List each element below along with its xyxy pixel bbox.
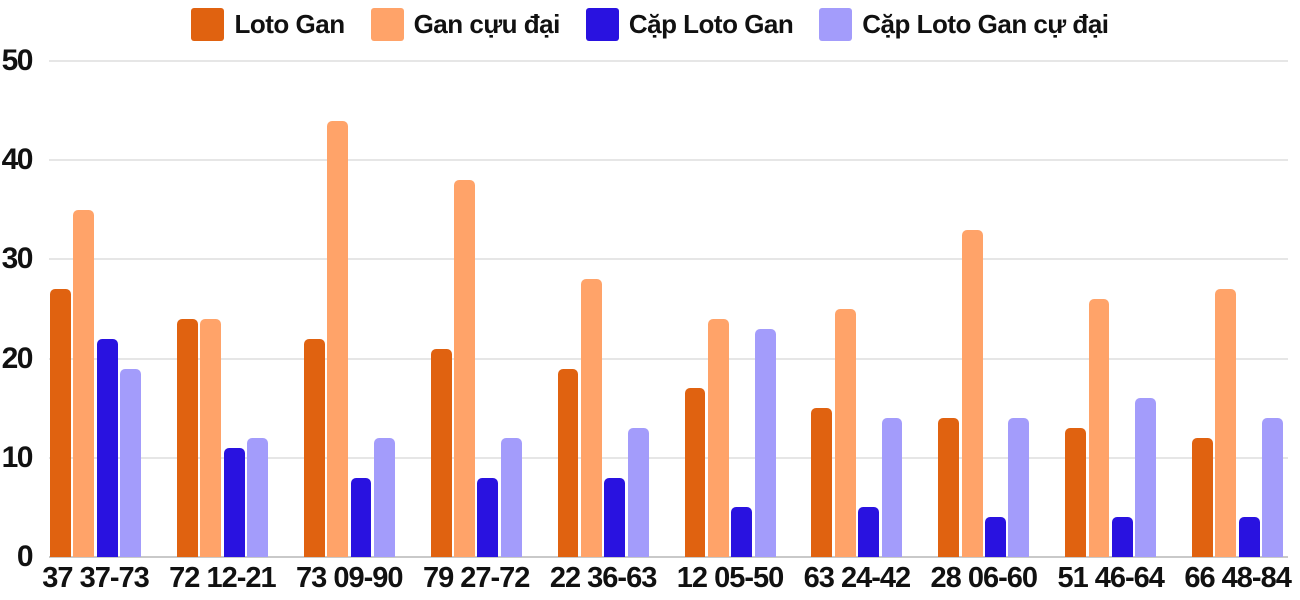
bar-cặp-loto-gan[interactable] (223, 447, 245, 557)
y-axis-tick-label: 30 (1, 242, 34, 276)
bar-loto-gan[interactable] (303, 338, 325, 557)
bar-cặp-loto-gan-cự-đại[interactable] (120, 368, 141, 557)
x-axis-tick-label: 37 37-73 (42, 562, 149, 594)
bar-cặp-loto-gan-cự-đại[interactable] (754, 328, 776, 557)
bar-loto-gan[interactable] (684, 388, 706, 557)
y-axis-tick-label: 40 (1, 143, 34, 177)
legend-swatch-icon (819, 8, 853, 41)
bar-gan-cựu-đại[interactable] (73, 209, 95, 557)
bar-cặp-loto-gan-cự-đại[interactable] (247, 437, 268, 557)
bar-cặp-loto-gan[interactable] (477, 477, 499, 557)
legend-item-gan-cựu-đại[interactable]: Gan cựu đại (370, 8, 561, 41)
bar-cặp-loto-gan[interactable] (985, 517, 1006, 557)
bar-group-6 (684, 318, 776, 557)
legend-swatch-icon (370, 8, 404, 41)
x-axis-tick-label: 22 36-63 (549, 562, 657, 594)
legend-swatch-icon (191, 8, 225, 41)
x-axis-tick-label: 72 12-21 (169, 562, 276, 594)
bar-loto-gan[interactable] (430, 348, 452, 557)
bar-group-7 (811, 309, 903, 557)
legend-item-cặp-loto-gan-cự-đại[interactable]: Cặp Loto Gan cự đại (819, 8, 1109, 41)
x-axis-tick-label: 63 24-42 (803, 562, 911, 594)
bar-cặp-loto-gan[interactable] (350, 477, 372, 557)
bar-cặp-loto-gan-cự-đại[interactable] (881, 418, 903, 557)
bar-loto-gan[interactable] (50, 289, 71, 557)
bar-gan-cựu-đại[interactable] (1215, 289, 1237, 557)
x-axis-tick-label: 66 48-84 (1184, 562, 1291, 594)
y-axis-tick-label: 0 (16, 540, 34, 573)
gridline (49, 258, 1288, 261)
bar-group-8 (938, 229, 1030, 557)
bar-gan-cựu-đại[interactable] (961, 229, 983, 557)
bar-group-10 (1192, 289, 1284, 557)
bar-cặp-loto-gan-cự-đại[interactable] (500, 437, 522, 557)
bar-gan-cựu-đại[interactable] (327, 120, 349, 557)
bar-cặp-loto-gan[interactable] (1238, 517, 1260, 557)
bar-cặp-loto-gan-cự-đại[interactable] (1008, 418, 1030, 557)
bar-gan-cựu-đại[interactable] (707, 318, 729, 557)
chart-legend: Loto Gan Gan cựu đại Cặp Loto Gan Cặp Loto … (0, 8, 1300, 41)
bar-loto-gan[interactable] (811, 408, 833, 557)
y-axis-tick-label: 20 (1, 341, 34, 375)
legend-item-cặp-loto-gan[interactable]: Cặp Loto Gan (585, 8, 794, 41)
bar-cặp-loto-gan-cự-đại[interactable] (1262, 418, 1284, 557)
bar-group-9 (1065, 299, 1157, 557)
legend-item-loto-gan[interactable]: Loto Gan (191, 8, 345, 41)
legend-label: Loto Gan (234, 9, 345, 39)
bar-cặp-loto-gan[interactable] (858, 507, 880, 557)
gridline (49, 357, 1288, 360)
bar-group-5 (557, 279, 649, 557)
bar-cặp-loto-gan-cự-đại[interactable] (627, 428, 649, 557)
legend-swatch-icon (585, 8, 619, 41)
bar-group-4 (430, 180, 522, 557)
bar-cặp-loto-gan[interactable] (604, 477, 626, 557)
bar-loto-gan[interactable] (1065, 428, 1087, 557)
bar-gan-cựu-đại[interactable] (580, 279, 602, 557)
x-axis-line (49, 556, 1288, 558)
bar-loto-gan[interactable] (557, 368, 579, 557)
bar-cặp-loto-gan-cự-đại[interactable] (373, 437, 395, 557)
bar-gan-cựu-đại[interactable] (1088, 299, 1110, 557)
bar-cặp-loto-gan[interactable] (731, 507, 753, 557)
x-axis-tick-label: 12 05-50 (676, 562, 784, 594)
bar-cặp-loto-gan[interactable] (96, 338, 118, 557)
bar-gan-cựu-đại[interactable] (454, 180, 475, 557)
bar-loto-gan[interactable] (1192, 437, 1213, 557)
bar-loto-gan[interactable] (938, 418, 960, 557)
gridline (49, 159, 1288, 162)
bar-group-1 (50, 209, 141, 557)
bar-group-2 (176, 318, 268, 557)
x-axis-tick-label: 51 46-64 (1057, 562, 1164, 594)
bar-gan-cựu-đại[interactable] (200, 318, 222, 557)
bar-group-3 (303, 120, 395, 557)
legend-label: Gan cựu đại (413, 9, 561, 39)
x-axis-tick-label: 79 27-72 (422, 562, 530, 594)
bar-loto-gan[interactable] (176, 318, 198, 557)
x-axis-tick-label: 28 06-60 (930, 562, 1038, 594)
legend-label: Cặp Loto Gan cự đại (862, 9, 1109, 39)
bar-cặp-loto-gan-cự-đại[interactable] (1135, 398, 1157, 557)
x-axis-tick-label: 73 09-90 (296, 562, 403, 594)
bar-cặp-loto-gan[interactable] (1111, 517, 1133, 557)
legend-label: Cặp Loto Gan (628, 9, 794, 39)
bar-gan-cựu-đại[interactable] (834, 309, 856, 557)
gridline (49, 60, 1288, 62)
y-axis-tick-label: 50 (1, 44, 34, 77)
y-axis-tick-label: 10 (1, 440, 34, 474)
gridline (49, 456, 1288, 459)
